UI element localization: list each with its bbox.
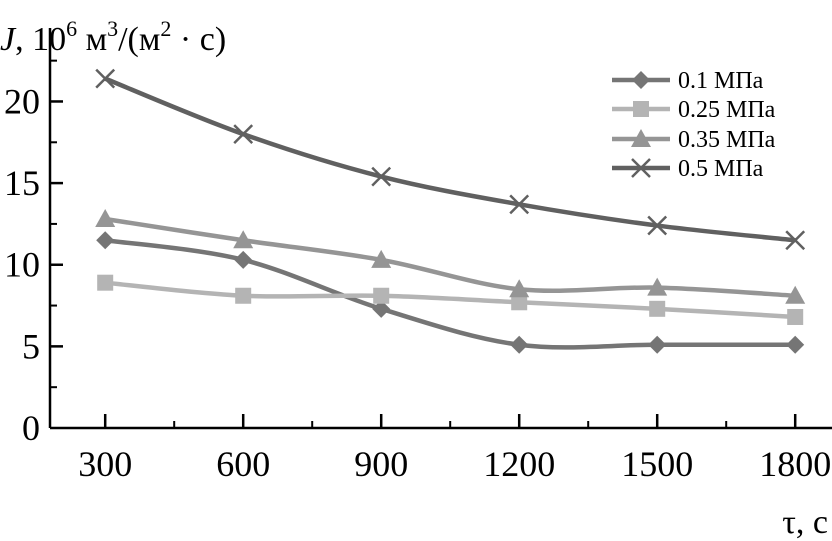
legend-marker (633, 101, 649, 117)
data-point (649, 300, 666, 317)
data-point (647, 277, 668, 296)
y-axis-label: J, 106 м3/(м2 · с) (0, 16, 226, 58)
data-point (648, 335, 667, 354)
data-point (95, 209, 116, 228)
series-line (104, 216, 796, 299)
series-line (104, 280, 796, 320)
x-axis-label: τ, с (782, 504, 828, 541)
x-tick-label: 900 (354, 444, 408, 484)
legend-item: 0.1 МПа (612, 68, 764, 94)
data-point (233, 230, 254, 249)
data-point (647, 215, 668, 236)
legend: 0.1 МПа 0.25 МПа 0.35 МПа 0.5 МПа (612, 68, 776, 182)
legend-label: 0.25 МПа (678, 97, 776, 123)
y-tick-label: 5 (22, 326, 40, 366)
data-point (371, 166, 392, 187)
legend-item: 0.25 МПа (612, 97, 776, 123)
data-point (235, 287, 252, 304)
cross-stroke (647, 215, 668, 236)
cross-stroke (509, 194, 530, 215)
data-point (511, 294, 528, 311)
data-point (95, 68, 116, 89)
series-4 (95, 68, 806, 251)
cross-stroke (233, 124, 254, 145)
legend-label: 0.35 МПа (678, 127, 776, 153)
series-line (104, 238, 796, 350)
series-layer (95, 68, 806, 354)
legend-label: 0.5 МПа (678, 156, 764, 182)
data-point (785, 285, 806, 304)
x-tick-label: 1500 (621, 444, 693, 484)
data-point (234, 250, 253, 269)
data-point (510, 335, 529, 354)
data-point (509, 194, 530, 215)
data-point (96, 231, 115, 250)
legend-label: 0.1 МПа (678, 68, 764, 94)
series-1 (96, 231, 805, 354)
y-tick-label: 10 (4, 245, 40, 285)
x-tick-label: 1800 (759, 444, 831, 484)
axes: 0 5 10 15 20 300 600 900 1200 1500 1800 (4, 28, 832, 484)
y-tick-label: 0 (22, 408, 40, 448)
data-point (786, 335, 805, 354)
data-point (371, 249, 392, 268)
cross-stroke (95, 68, 116, 89)
legend-marker (631, 129, 651, 147)
series-2 (97, 274, 804, 325)
x-tick-label: 600 (216, 444, 270, 484)
data-point (97, 274, 114, 291)
cross-stroke (371, 166, 392, 187)
data-point (373, 287, 390, 304)
y-tick-label: 15 (4, 163, 40, 203)
legend-marker (632, 71, 650, 89)
data-point (372, 299, 391, 318)
cross-stroke (631, 158, 651, 178)
data-point (509, 279, 530, 298)
legend-item: 0.5 МПа (612, 156, 764, 182)
y-tick-label: 20 (4, 81, 40, 121)
legend-marker (631, 158, 651, 178)
legend-item: 0.35 МПа (612, 127, 776, 153)
cross-stroke (785, 230, 806, 251)
series-3 (95, 209, 806, 304)
data-point (233, 124, 254, 145)
series-line (104, 76, 796, 243)
x-tick-label: 1200 (483, 444, 555, 484)
data-point (787, 308, 804, 325)
x-tick-label: 300 (78, 444, 132, 484)
data-point (785, 230, 806, 251)
